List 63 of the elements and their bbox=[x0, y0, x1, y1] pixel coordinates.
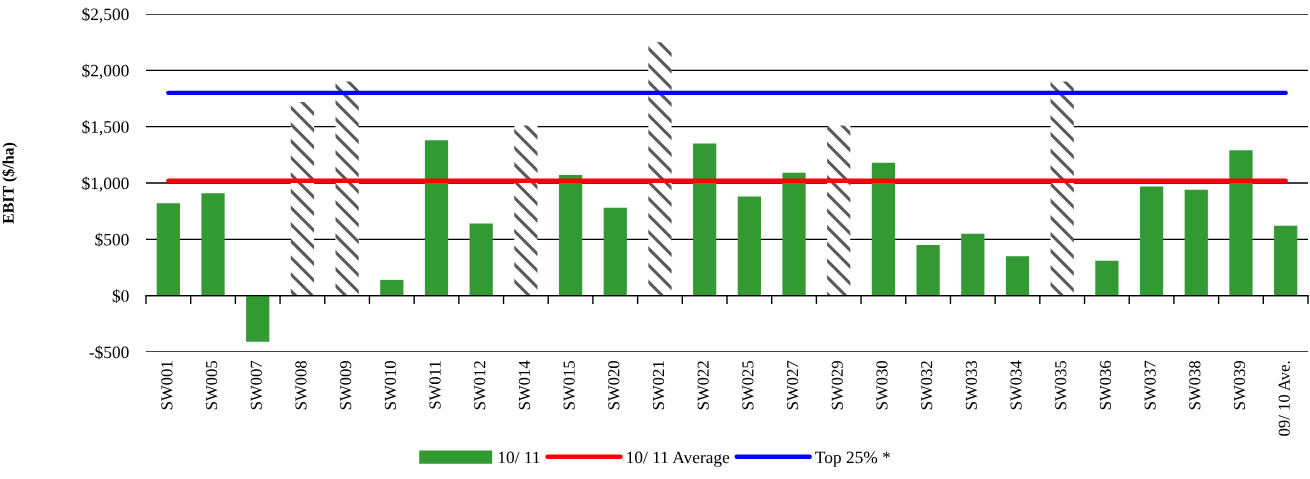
bar bbox=[469, 223, 493, 296]
y-tick-label: $1,500 bbox=[82, 120, 129, 136]
bar bbox=[961, 233, 985, 296]
bar bbox=[201, 193, 225, 296]
bar bbox=[782, 172, 806, 296]
y-tick-label: $1,000 bbox=[82, 176, 129, 192]
x-tick-label: SW015 bbox=[563, 360, 575, 410]
x-tick-label: SW008 bbox=[295, 360, 307, 410]
x-tick-label: SW021 bbox=[652, 361, 665, 410]
x-tick-label: SW007 bbox=[250, 360, 262, 410]
y-tick-label: -$500 bbox=[89, 345, 129, 360]
x-tick-label: SW020 bbox=[608, 360, 620, 410]
bar bbox=[380, 279, 404, 296]
bar bbox=[335, 81, 359, 296]
y-tick-label: $0 bbox=[112, 289, 129, 304]
bar bbox=[916, 244, 940, 296]
y-axis-title: EBIT ($/ha) bbox=[2, 142, 17, 224]
bar bbox=[1139, 186, 1164, 296]
x-tick-label: SW010 bbox=[384, 360, 397, 410]
bar bbox=[1005, 256, 1030, 296]
bar bbox=[558, 175, 583, 296]
x-tick-label: SW034 bbox=[1010, 360, 1022, 410]
bar bbox=[603, 207, 627, 296]
y-tick-label: $2,500 bbox=[82, 7, 129, 23]
bar bbox=[290, 101, 315, 296]
bar bbox=[1184, 189, 1208, 296]
bar bbox=[1095, 260, 1119, 296]
x-tick-label: SW027 bbox=[786, 360, 799, 410]
bar bbox=[693, 143, 717, 296]
bar bbox=[871, 162, 896, 296]
x-tick-label: SW005 bbox=[205, 360, 218, 410]
x-tick-label: SW030 bbox=[876, 360, 888, 410]
x-tick-label: SW001 bbox=[161, 361, 173, 410]
x-tick-label: SW038 bbox=[1189, 360, 1201, 410]
x-tick-label: SW035 bbox=[1055, 360, 1067, 410]
bar bbox=[827, 125, 851, 296]
x-tick-label: 09/ 10 Ave. bbox=[1278, 361, 1290, 436]
x-tick-label: SW009 bbox=[340, 361, 352, 410]
x-tick-label: SW039 bbox=[1233, 361, 1246, 410]
x-tick-label: SW025 bbox=[742, 360, 754, 410]
x-tick-label: SW033 bbox=[965, 360, 978, 410]
x-tick-label: SW032 bbox=[921, 361, 933, 410]
bar bbox=[246, 295, 270, 342]
x-tick-label: SW011 bbox=[429, 361, 441, 409]
legend-label: Top 25% * bbox=[815, 451, 890, 467]
bar bbox=[514, 125, 538, 296]
bar bbox=[737, 196, 761, 296]
legend-label: 10/ 11 Average bbox=[627, 451, 730, 467]
bar bbox=[1229, 150, 1253, 296]
y-tick-label: $500 bbox=[95, 232, 129, 247]
bar bbox=[1274, 225, 1298, 296]
y-tick-label: $2,000 bbox=[82, 63, 129, 80]
x-tick-label: SW022 bbox=[697, 361, 709, 410]
bar bbox=[424, 140, 449, 296]
bar bbox=[1050, 81, 1074, 296]
x-tick-label: SW014 bbox=[518, 360, 531, 410]
x-tick-label: SW037 bbox=[1144, 360, 1156, 410]
x-tick-label: SW012 bbox=[474, 361, 486, 410]
x-tick-label: SW036 bbox=[1099, 360, 1112, 410]
x-tick-label: SW029 bbox=[831, 361, 843, 410]
bar bbox=[156, 203, 180, 296]
bar bbox=[648, 42, 672, 296]
legend-label: 10/ 11 bbox=[498, 451, 540, 464]
